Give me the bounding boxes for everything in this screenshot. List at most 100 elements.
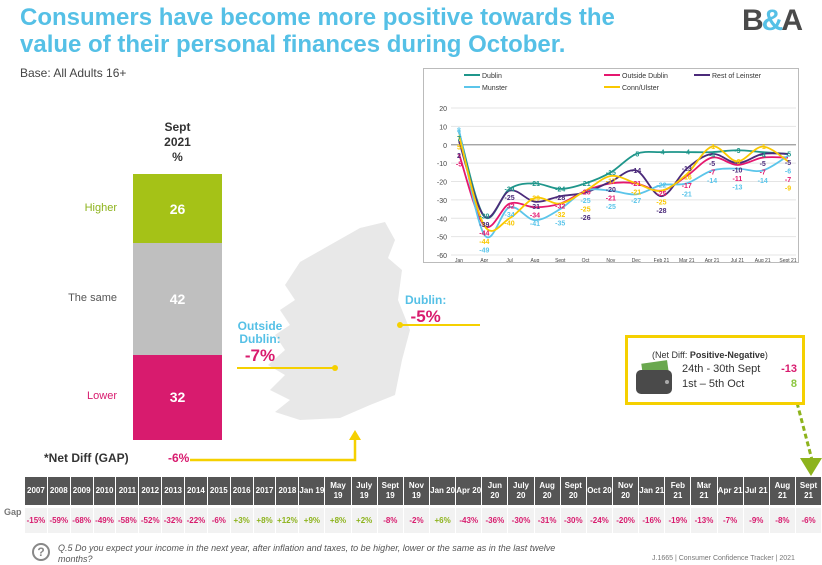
table-header-cell: 2017 (253, 477, 276, 505)
data-label: -41 (530, 221, 540, 228)
data-label: -21 (530, 181, 540, 188)
legend-label: Dublin (482, 73, 502, 80)
table-header-cell: 2007 (25, 477, 47, 505)
net-diff-value: -6% (168, 451, 190, 465)
data-label: -32 (505, 203, 515, 210)
table-value-cell: -8% (769, 508, 795, 533)
data-label: -34 (530, 213, 540, 220)
table-value-cell: -49% (93, 508, 116, 533)
bar-header-year: 2021 (164, 135, 191, 149)
data-label: -5 (456, 162, 462, 169)
legend-label: Conn/Ulster (622, 85, 660, 92)
data-label: -4 (709, 153, 715, 160)
table-header-cell: Apr 21 (717, 477, 743, 505)
y-tick-label: -60 (437, 253, 447, 260)
table-header-cell: 2015 (207, 477, 230, 505)
data-label: -28 (555, 195, 565, 202)
data-label: -32 (555, 203, 565, 210)
x-tick-label: Sept 21 (779, 258, 796, 262)
data-label: -24 (505, 186, 515, 193)
data-label: -25 (580, 198, 590, 205)
data-label: 8 (457, 128, 461, 135)
table-value-cell: -15% (25, 508, 47, 533)
table-header-cell: 2008 (47, 477, 70, 505)
table-value-cell: -24% (586, 508, 612, 533)
table-value-cell: -36% (482, 508, 508, 533)
series-line-0 (458, 131, 789, 220)
bar-segment-higher: 26 (133, 174, 222, 244)
table-value-cell: -22% (185, 508, 207, 533)
table-header-cell: Feb 21 (665, 477, 691, 505)
table-header-cell: 2018 (276, 477, 299, 505)
x-tick-label: Oct (582, 258, 590, 262)
table-value-cell: +8% (253, 508, 276, 533)
table-header-cell: Oct 20 (586, 477, 612, 505)
table-header-cell: 2014 (185, 477, 207, 505)
question-text: Q.5 Do you expect your income in the nex… (58, 543, 556, 564)
wallet-title: (Net Diff: Positive-Negative) (652, 350, 768, 360)
bar-segment-label: The same (68, 292, 117, 305)
gap-table: 2007 2008 2009 2010 2011 2012 2013 2014 2015 2016… (25, 477, 822, 533)
table-value-cell: +6% (430, 508, 456, 533)
bar-header-month: Sept (164, 120, 191, 134)
data-label: -1 (760, 144, 766, 151)
table-header-cell: 2012 (139, 477, 162, 505)
table-value-cell: +2% (351, 508, 377, 533)
data-label: -7 (760, 170, 766, 177)
data-label: -14 (758, 178, 768, 185)
ireland-map (268, 222, 410, 420)
data-label: -1 (709, 144, 715, 151)
series-line-4 (458, 135, 789, 232)
table-value-cell: -68% (70, 508, 93, 533)
x-tick-label: Feb 21 (654, 258, 670, 262)
gap-row-label: Gap (4, 507, 22, 517)
data-label: -24 (555, 186, 565, 193)
legend-label: Outside Dublin (622, 73, 668, 80)
table-header-cell: May 19 (325, 477, 351, 505)
table-header-cell: 2010 (93, 477, 116, 505)
dublin-label: Dublin: (405, 293, 447, 307)
data-label: -16 (682, 175, 692, 182)
data-label: -10 (732, 167, 742, 174)
x-tick-label: Jul 21 (731, 258, 745, 262)
data-label: -27 (631, 198, 641, 205)
table-value-cell: -7% (717, 508, 743, 533)
table-value-cell: -31% (534, 508, 560, 533)
series-line-3 (458, 129, 789, 239)
y-tick-label: -20 (437, 180, 447, 187)
x-tick-label: Mar 21 (679, 258, 695, 262)
data-label: -6 (785, 168, 791, 175)
dublin-value: -5% (410, 307, 441, 326)
table-header-cell: Sept 21 (795, 477, 822, 505)
table-value-cell: +9% (299, 508, 325, 533)
y-tick-label: 10 (439, 124, 447, 131)
table-value-cell: -59% (47, 508, 70, 533)
table-value-cell: -9% (743, 508, 769, 533)
data-label: -39 (479, 214, 489, 221)
data-label: -13 (732, 184, 742, 191)
outside-dublin-label: Outside Dublin: (237, 319, 283, 346)
table-header-cell: Jun 20 (482, 477, 508, 505)
legend-label: Rest of Leinster (712, 73, 762, 80)
data-label: -4 (658, 150, 664, 157)
bar-segment-lower: 32 (133, 354, 222, 440)
data-label: -49 (479, 248, 489, 255)
data-label: -21 (631, 181, 641, 188)
y-tick-label: -30 (437, 198, 447, 205)
page-title: Consumers have become more positive towa… (20, 4, 615, 58)
table-header-cell: Apr 20 (456, 477, 482, 505)
wallet-icon (636, 360, 672, 394)
table-header-cell: 2013 (162, 477, 185, 505)
wallet-box: (Net Diff: Positive-Negative) 24th - 30t… (625, 335, 805, 405)
table-value-cell: -30% (508, 508, 534, 533)
bar-segment-the-same: 42 (133, 243, 222, 355)
data-label: -17 (606, 178, 616, 185)
table-header-cell: Mar 21 (691, 477, 717, 505)
y-tick-label: -10 (437, 161, 447, 168)
line-chart: 20 10 0 -10 -20 -30 -40 -50 -60 Jan Apr Jul Aug Sept O… (423, 68, 799, 264)
question-icon: ? (32, 543, 50, 561)
table-value-cell: -30% (560, 508, 586, 533)
table-header-cell: Sept 20 (560, 477, 586, 505)
table-header-cell: Aug 20 (534, 477, 560, 505)
